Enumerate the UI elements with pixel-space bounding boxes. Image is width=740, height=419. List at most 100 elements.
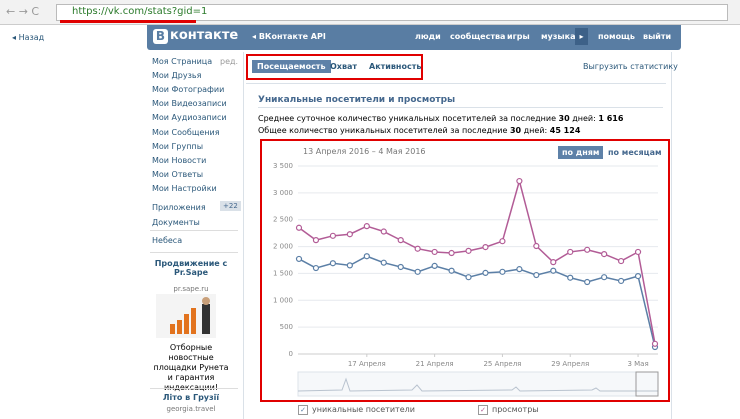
data-point <box>414 245 421 252</box>
navigator-window[interactable] <box>635 371 659 397</box>
menu-item[interactable]: Мои Друзья <box>152 71 202 81</box>
logo-icon[interactable]: В <box>153 29 168 44</box>
menu-item[interactable]: Приложения <box>152 203 206 212</box>
nav-buttons[interactable]: ← → C <box>6 5 40 18</box>
data-point <box>380 259 387 266</box>
stat-text: Общее количество уникальных посетителей … <box>258 126 510 135</box>
data-point <box>533 271 540 279</box>
ad-domain[interactable]: pr.sape.ru <box>173 285 209 293</box>
menu-item[interactable]: Небеса <box>152 236 183 245</box>
navigator-line <box>297 377 658 392</box>
divider <box>246 83 666 84</box>
data-point <box>346 262 353 269</box>
data-point <box>414 268 421 275</box>
legend-label[interactable]: уникальные посетители <box>312 405 415 414</box>
legend-checkbox[interactable]: ✓ <box>478 405 488 415</box>
data-point <box>465 274 472 281</box>
nav-item[interactable]: игры <box>507 32 530 41</box>
stat-days: 30 <box>509 126 522 135</box>
stat-value: 45 124 <box>549 126 581 135</box>
nav-item[interactable]: музыка <box>541 32 576 41</box>
stat-text: дней: <box>569 114 599 123</box>
y-tick-label: 3 500 <box>273 162 293 170</box>
address-field[interactable] <box>56 4 728 21</box>
y-tick-label: 1 000 <box>273 296 293 304</box>
data-point <box>312 264 320 272</box>
data-point <box>617 257 625 265</box>
edit-link[interactable]: ред. <box>220 57 239 66</box>
data-point <box>363 253 370 260</box>
data-point <box>584 278 591 286</box>
data-point <box>499 268 506 275</box>
data-point <box>448 267 455 274</box>
menu-item[interactable]: Мои Группы <box>152 141 204 151</box>
menu-item[interactable]: Мои Сообщения <box>152 127 220 137</box>
divider <box>150 230 238 231</box>
data-point <box>397 237 404 244</box>
y-tick-label: 0 <box>289 350 293 358</box>
stat-text: Среднее суточное количество уникальных п… <box>258 114 559 123</box>
data-point <box>499 238 506 245</box>
nav-arrow[interactable]: ▸ <box>575 28 588 45</box>
y-tick-label: 1 500 <box>273 269 293 277</box>
divider <box>150 252 238 253</box>
data-point <box>533 242 540 250</box>
main-panel <box>243 52 672 419</box>
data-point <box>295 224 303 231</box>
period-active[interactable]: по дням <box>558 146 604 159</box>
nav-item[interactable]: помощь <box>598 32 635 41</box>
legend-checkbox[interactable]: ✓ <box>298 405 308 415</box>
ad-text[interactable]: Отборные новостные площадки Рунета и гар… <box>153 343 229 392</box>
ad-domain[interactable]: georgia.travel <box>166 405 216 413</box>
data-point <box>617 277 625 285</box>
data-point <box>363 223 370 230</box>
back-link[interactable]: ◂ Назад <box>12 33 45 42</box>
data-point <box>482 269 489 276</box>
y-tick-label: 2 500 <box>273 216 293 224</box>
ad-title[interactable]: Літо в Грузії <box>162 393 220 402</box>
y-tick-label: 500 <box>280 323 293 331</box>
data-point <box>465 247 472 254</box>
nav-item[interactable]: сообщества <box>450 32 506 41</box>
section-title: Уникальные посетители и просмотры <box>258 95 456 105</box>
menu-item[interactable]: Мои Видеозаписи <box>152 99 227 109</box>
nav-item[interactable]: выйти <box>643 32 672 41</box>
navigator <box>297 371 659 397</box>
divider <box>150 388 238 389</box>
chart: 0 500 1 000 1 500 2 000 2 500 3 000 3 500 17 Апр… <box>273 162 659 397</box>
ad-image[interactable] <box>156 294 216 338</box>
tab-active[interactable]: Посещаемость <box>252 60 331 73</box>
tab[interactable]: Охват <box>330 62 358 71</box>
menu-item[interactable]: Мои Новости <box>152 155 207 165</box>
divider <box>258 107 663 108</box>
tab[interactable]: Активность <box>369 62 422 71</box>
data-point <box>550 267 557 274</box>
data-point <box>634 248 642 256</box>
data-point <box>397 263 404 271</box>
back-text[interactable]: Назад <box>18 33 45 42</box>
data-point <box>448 249 455 257</box>
menu-item[interactable]: Мои Фотографии <box>152 85 225 95</box>
data-point <box>516 177 523 185</box>
legend-label[interactable]: просмотры <box>492 405 539 414</box>
data-point <box>295 255 303 263</box>
menu-item[interactable]: Документы <box>152 218 200 227</box>
data-point <box>550 259 557 266</box>
menu-item[interactable]: Мои Ответы <box>152 169 204 179</box>
logo[interactable]: контакте <box>170 28 239 43</box>
menu-item[interactable]: Мои Настройки <box>152 183 217 193</box>
menu-item[interactable]: Мои Аудиозаписи <box>152 113 227 123</box>
series-line <box>298 255 656 348</box>
nav-item[interactable]: люди <box>415 32 441 41</box>
period[interactable]: по месяцам <box>608 148 662 157</box>
export-link[interactable]: Выгрузить статистику <box>583 62 678 71</box>
menu-item[interactable]: Моя Страница <box>152 57 213 66</box>
stat-days: 30 <box>558 114 570 123</box>
data-point <box>567 248 574 256</box>
api-text[interactable]: ВКонтакте API <box>258 32 326 41</box>
data-point <box>380 228 387 235</box>
url[interactable]: https://vk.com/stats?gid=1 <box>72 6 208 17</box>
x-tick-label: 17 Апреля <box>348 360 386 368</box>
api-link[interactable]: ◂ ВКонтакте API <box>252 32 326 41</box>
ad-title[interactable]: Продвижение с Pr.Sape <box>154 259 228 277</box>
